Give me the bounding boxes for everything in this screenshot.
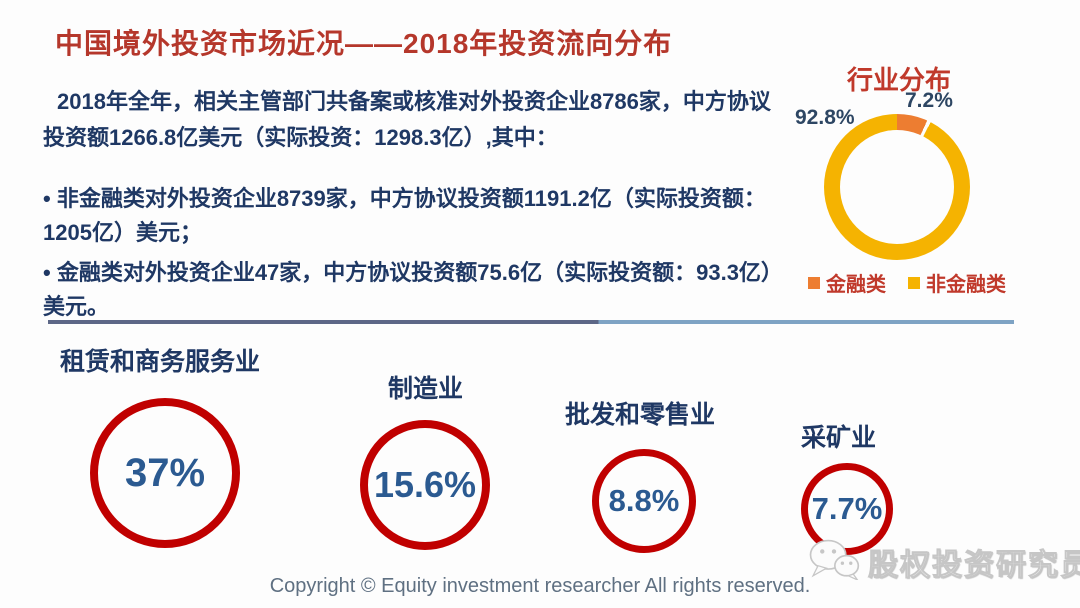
watermark-text: 股权投资研究员	[868, 548, 1080, 582]
legend-item-nonfinancial: 非金融类	[908, 268, 1006, 297]
sector-circle-mining: 7.7%	[801, 463, 893, 555]
sector-value-wholesale-retail: 8.8%	[608, 483, 680, 518]
wechat-icon	[808, 538, 860, 585]
sector-circle-leasing: 37%	[90, 398, 240, 548]
donut-label-financial: 7.2%	[905, 89, 953, 112]
page-title: 中国境外投资市场近况——2018年投资流向分布	[55, 28, 673, 59]
sector-value-leasing: 37%	[124, 450, 206, 495]
bullet-nonfinancial: • 非金融类对外投资企业8739家，中方协议投资额1191.2亿（实际投资额：1…	[43, 186, 766, 245]
donut-legend: 金融类 非金融类	[808, 268, 1006, 297]
sector-label-manufacturing: 制造业	[388, 375, 464, 403]
legend-swatch-financial	[808, 276, 820, 289]
legend-label-nonfinancial: 非金融类	[926, 274, 1006, 296]
sector-value-manufacturing: 15.6%	[373, 464, 477, 505]
sector-circle-wholesale-retail: 8.8%	[592, 449, 696, 553]
industry-donut-chart	[824, 114, 970, 260]
sector-label-leasing: 租赁和商务服务业	[60, 348, 261, 376]
bullet-financial: • 金融类对外投资企业47家，中方协议投资额75.6亿（实际投资额：93.3亿）…	[43, 260, 783, 319]
summary-paragraph: 2018年全年，相关主管部门共备案或核准对外投资企业8786家，中方协议投资额1…	[43, 89, 771, 150]
sector-value-mining: 7.7%	[811, 491, 883, 526]
donut-chart-title: 行业分布	[846, 65, 951, 95]
sector-circle-manufacturing: 15.6%	[360, 420, 490, 550]
donut-label-nonfinancial: 92.8%	[795, 106, 855, 129]
copyright-text: Copyright © Equity investment researcher…	[269, 575, 811, 597]
watermark: 股权投资研究员	[808, 538, 1080, 585]
legend-swatch-nonfinancial	[908, 276, 920, 289]
sector-label-wholesale-retail: 批发和零售业	[565, 401, 716, 429]
legend-item-financial: 金融类	[808, 268, 886, 297]
legend-label-financial: 金融类	[826, 274, 886, 296]
sector-label-mining: 采矿业	[801, 424, 877, 452]
section-divider	[48, 320, 1014, 324]
